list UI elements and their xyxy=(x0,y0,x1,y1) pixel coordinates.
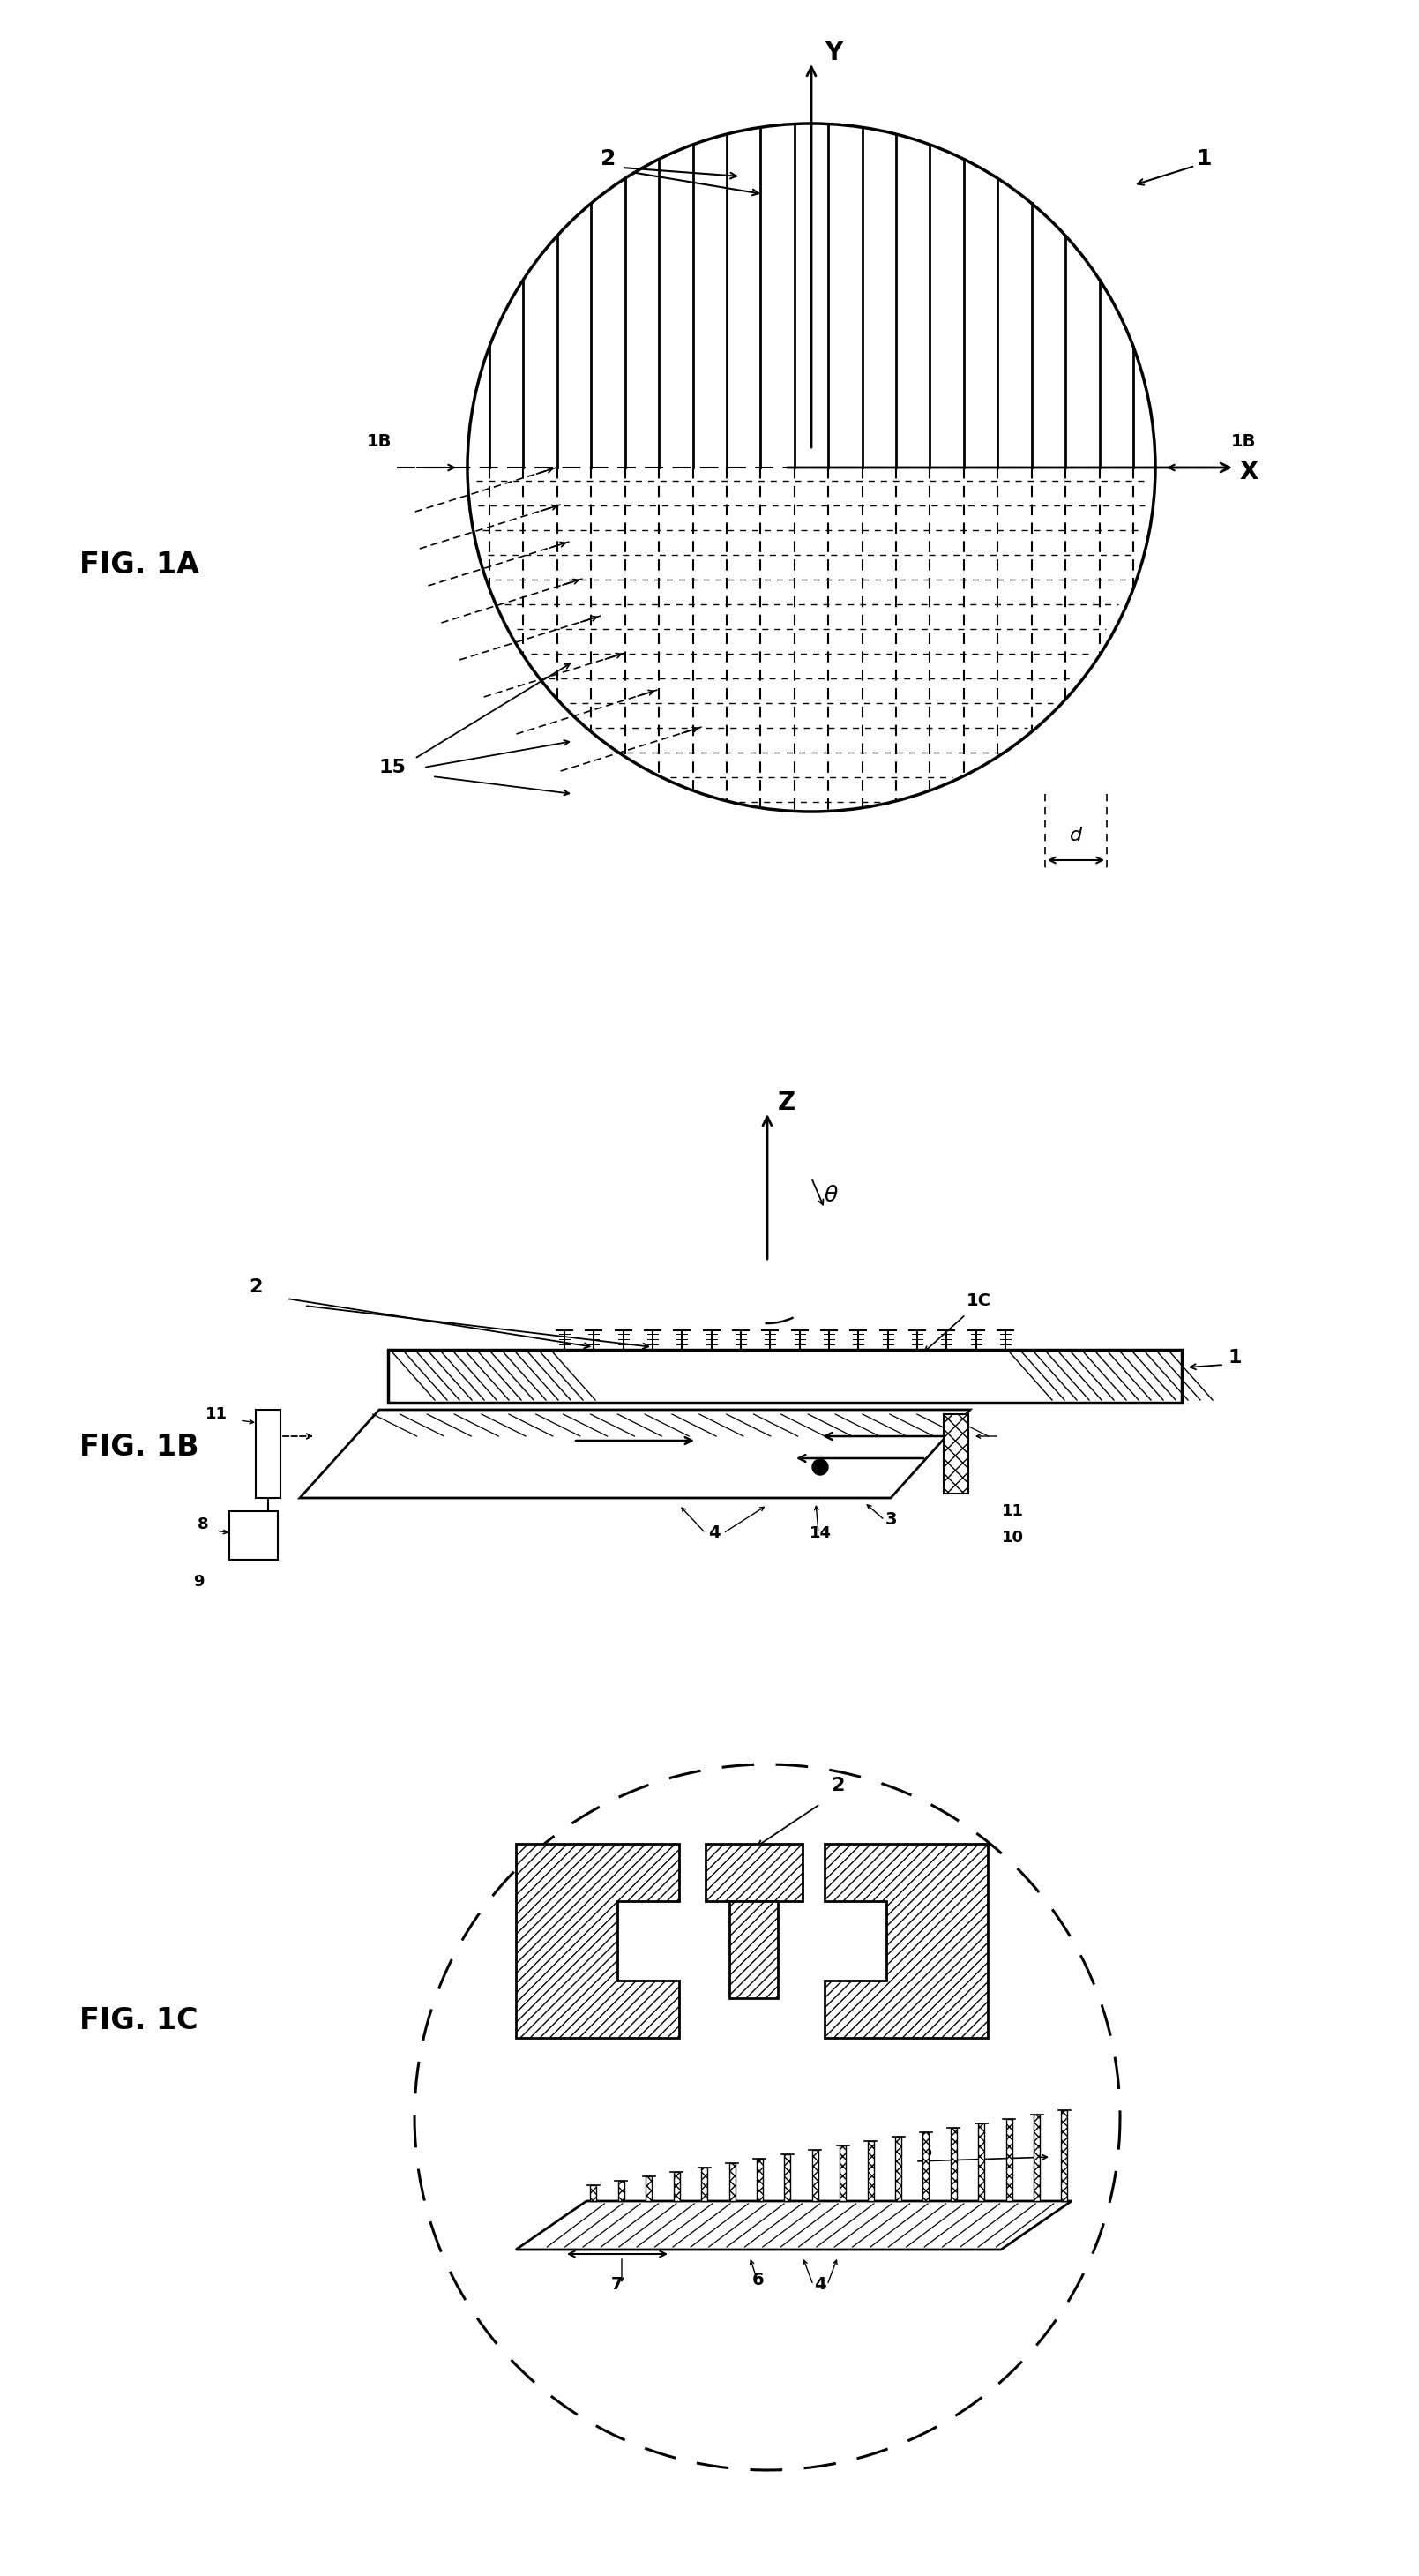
Bar xyxy=(619,2182,624,2200)
Bar xyxy=(387,1350,1182,1404)
Bar xyxy=(729,2164,735,2200)
Text: FIG. 1A: FIG. 1A xyxy=(79,551,199,580)
Text: 2: 2 xyxy=(248,1278,263,1296)
Bar xyxy=(705,1844,803,1901)
Text: 1B: 1B xyxy=(1232,433,1256,451)
Text: d: d xyxy=(1070,827,1083,845)
Bar xyxy=(674,2172,680,2200)
Text: 11: 11 xyxy=(1002,1504,1023,1520)
Bar xyxy=(951,2128,956,2200)
Bar xyxy=(756,2159,763,2200)
Bar xyxy=(812,2151,819,2200)
Text: 8: 8 xyxy=(197,1517,209,1533)
Bar xyxy=(840,2146,846,2200)
Bar xyxy=(785,2154,790,2200)
Text: FIG. 1C: FIG. 1C xyxy=(79,2007,199,2035)
Polygon shape xyxy=(824,1844,988,2038)
Polygon shape xyxy=(517,2200,1071,2249)
Text: 4: 4 xyxy=(708,1525,721,1540)
Bar xyxy=(895,2136,901,2200)
Bar xyxy=(1006,2120,1012,2200)
Text: 9: 9 xyxy=(193,1574,204,1589)
Text: θ: θ xyxy=(824,1185,839,1206)
Text: 1: 1 xyxy=(1196,149,1212,170)
Text: 7: 7 xyxy=(612,2277,623,2293)
Text: Y: Y xyxy=(824,41,843,64)
Bar xyxy=(590,2184,596,2200)
Text: FIG. 1B: FIG. 1B xyxy=(79,1432,199,1461)
Text: 2: 2 xyxy=(832,1777,844,1795)
Bar xyxy=(230,1512,278,1558)
Bar xyxy=(255,1409,281,1499)
Bar xyxy=(867,2141,874,2200)
Text: 1: 1 xyxy=(1227,1350,1242,1365)
Text: X: X xyxy=(1239,459,1257,484)
Polygon shape xyxy=(299,1409,971,1499)
Text: 1B: 1B xyxy=(366,433,392,451)
Text: 2: 2 xyxy=(600,149,616,170)
Circle shape xyxy=(812,1458,829,1476)
Text: 15: 15 xyxy=(379,760,406,775)
Polygon shape xyxy=(517,1844,680,2038)
Text: 4: 4 xyxy=(815,2277,826,2293)
Bar xyxy=(701,2166,708,2200)
Bar xyxy=(978,2123,985,2200)
Bar xyxy=(729,1901,778,1999)
Bar xyxy=(922,2133,929,2200)
Text: 6: 6 xyxy=(752,2272,765,2287)
Text: 14: 14 xyxy=(809,1525,832,1540)
Text: Z: Z xyxy=(778,1090,796,1115)
Bar xyxy=(646,2177,651,2200)
Text: 11: 11 xyxy=(204,1406,227,1422)
Bar xyxy=(1033,2115,1040,2200)
Text: 5: 5 xyxy=(920,2143,932,2161)
Text: 10: 10 xyxy=(1002,1530,1023,1546)
Bar xyxy=(944,1414,968,1494)
Bar xyxy=(1061,2110,1067,2200)
Text: 3: 3 xyxy=(885,1512,897,1528)
Text: 1C: 1C xyxy=(966,1293,992,1309)
